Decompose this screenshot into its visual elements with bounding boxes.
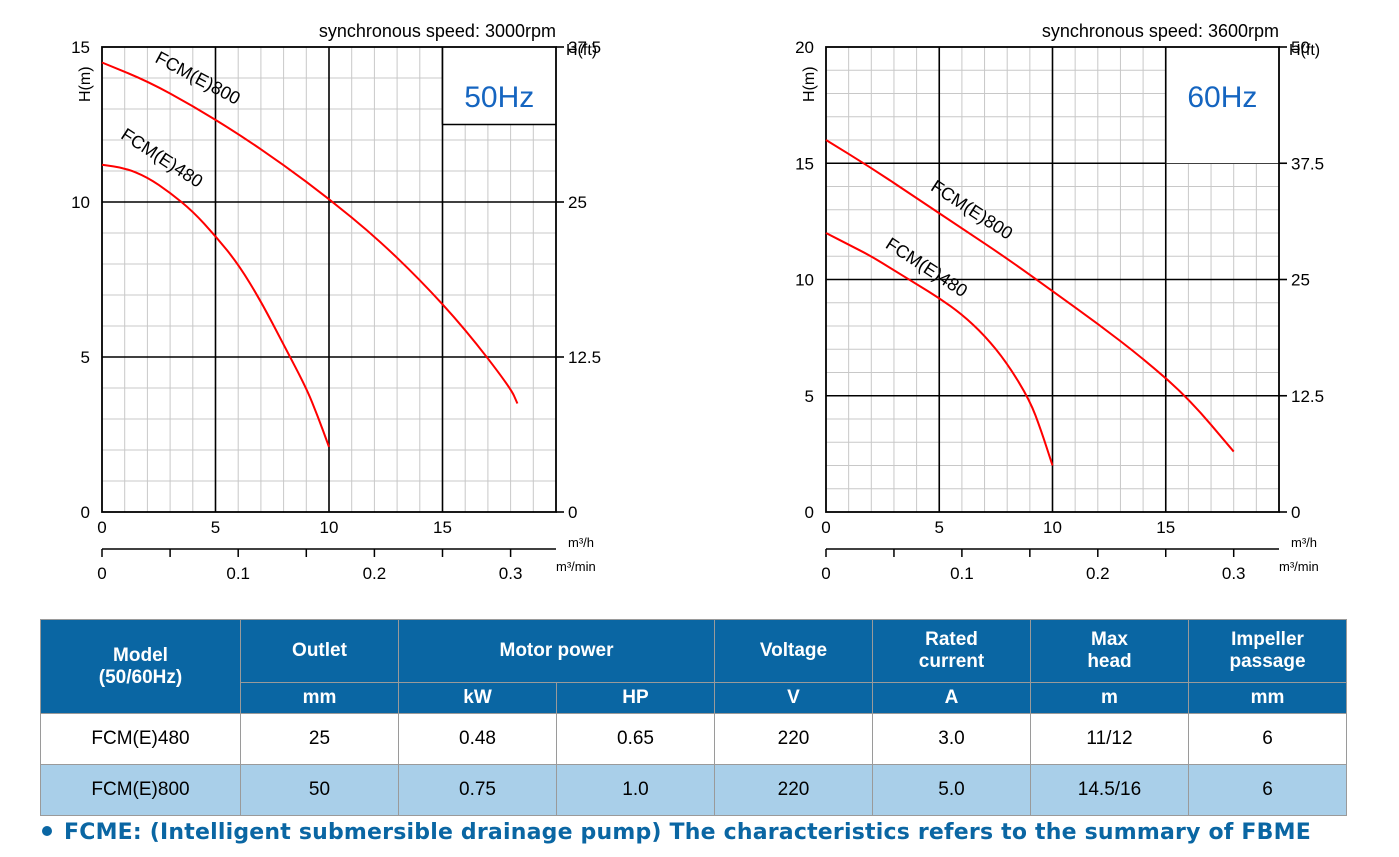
cell-hp: 1.0 [557,765,715,816]
chart-60hz: 60Hz 0 5 10 15 20 H(m) 0 12.5 25 37.5 5 0 H(ft) synchr… [795,21,1324,583]
cell-passage: 6 [1189,765,1347,816]
x-unit-label: m³/h [568,535,594,550]
unit-voltage: V [715,683,873,714]
min-tick-label: 0 [821,564,830,583]
x-tick-label: 0 [97,518,106,537]
bullet-icon [42,826,52,836]
y-tick-label: 15 [71,38,90,57]
y-tick-label: 0 [81,503,90,522]
x-tick-label: 15 [1156,518,1175,537]
cell-passage: 6 [1189,714,1347,765]
ft-tick-label: 12.5 [568,348,601,367]
min-tick-label: 0 [97,564,106,583]
cell-current: 5.0 [873,765,1031,816]
ft-tick-label: 0 [568,503,577,522]
table-row: FCM(E)480 25 0.48 0.65 220 3.0 11/12 6 [41,714,1347,765]
cell-outlet: 25 [241,714,399,765]
footnote: FCME: (Intelligent submersible drainage … [42,820,1362,845]
x-unit-label: m³/h [1291,535,1317,550]
min-tick-label: 0.3 [1222,564,1246,583]
cell-voltage: 220 [715,765,873,816]
cell-model: FCM(E)480 [41,714,241,765]
unit-current: A [873,683,1031,714]
y-tick-label: 5 [81,348,90,367]
unit-kw: kW [399,683,557,714]
cell-model: FCM(E)800 [41,765,241,816]
speed-label: synchronous speed: 3000rpm [319,21,556,41]
min-tick-label: 0.2 [363,564,387,583]
freq-label: 60Hz [1187,81,1257,114]
cell-current: 3.0 [873,714,1031,765]
x-tick-label: 5 [211,518,220,537]
footnote-text: FCME: (Intelligent submersible drainage … [64,820,1311,845]
y-tick-label: 15 [795,154,814,173]
cell-head: 11/12 [1031,714,1189,765]
x-tick-label: 10 [1043,518,1062,537]
cell-head: 14.5/16 [1031,765,1189,816]
header-motor-power: Motor power [399,620,715,683]
y-tick-label: 10 [795,271,814,290]
cell-kw: 0.75 [399,765,557,816]
header-rated-current: Rated current [873,620,1031,683]
ft-axis-label: H(ft) [566,42,597,59]
pump-curve-charts: 50Hz 0 5 10 15 H(m) 0 12.5 25 37.5 H(ft) synchronou… [0,0,1399,610]
y-tick-label: 5 [805,387,814,406]
y-axis-label: H(m) [77,66,94,102]
min-tick-label: 0.2 [1086,564,1110,583]
header-impeller-passage: Impeller passage [1189,620,1347,683]
x-tick-label: 5 [935,518,944,537]
min-tick-label: 0.1 [226,564,250,583]
y-tick-label: 10 [71,193,90,212]
y-tick-label: 20 [795,38,814,57]
unit-head: m [1031,683,1189,714]
header-voltage: Voltage [715,620,873,683]
chart-50hz: 50Hz051015H(m)012.52537.5H(ft)synchronou… [71,21,601,583]
header-max-head: Max head [1031,620,1189,683]
ft-tick-label: 12.5 [1291,387,1324,406]
y-tick-label: 0 [805,503,814,522]
unit-passage: mm [1189,683,1347,714]
min-tick-label: 0.1 [950,564,974,583]
speed-label: synchronous speed: 3600rpm [1042,21,1279,41]
ft-tick-label: 25 [568,193,587,212]
header-outlet: Outlet [241,620,399,683]
x-tick-label: 15 [433,518,452,537]
freq-label: 50Hz [464,81,534,114]
unit-outlet: mm [241,683,399,714]
x-tick-label: 10 [320,518,339,537]
table-row: FCM(E)800 50 0.75 1.0 220 5.0 14.5/16 6 [41,765,1347,816]
header-model: Model (50/60Hz) [41,620,241,714]
ft-tick-label: 25 [1291,271,1310,290]
x2-unit-label: m³/min [1279,559,1319,574]
cell-hp: 0.65 [557,714,715,765]
ft-tick-label: 0 [1291,503,1300,522]
x-tick-label: 0 [821,518,830,537]
y-axis-label: H(m) [801,66,818,102]
min-tick-label: 0.3 [499,564,523,583]
ft-axis-label: H(ft) [1289,42,1320,59]
cell-outlet: 50 [241,765,399,816]
x2-unit-label: m³/min [556,559,596,574]
spec-table: Model (50/60Hz) Outlet Motor power Volta… [40,619,1347,816]
cell-kw: 0.48 [399,714,557,765]
cell-voltage: 220 [715,714,873,765]
unit-hp: HP [557,683,715,714]
ft-tick-label: 37.5 [1291,154,1324,173]
